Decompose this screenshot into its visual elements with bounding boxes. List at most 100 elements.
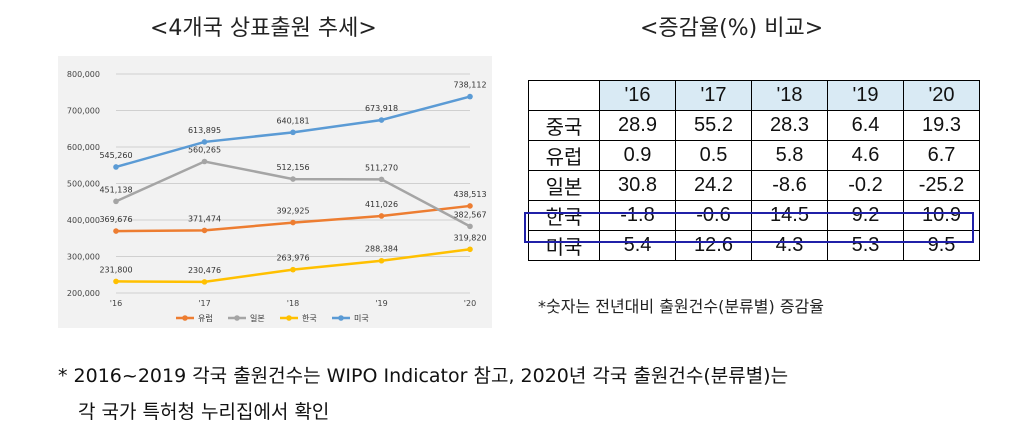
data-point bbox=[113, 228, 119, 234]
data-label: 673,918 bbox=[365, 104, 398, 113]
table-row-korea: 한국 -1.8 -0.6 14.5 9.2 10.9 bbox=[528, 200, 980, 231]
x-tick-label: '20 bbox=[464, 299, 476, 308]
table-note: *숫자는 전년대비 출원건수(분류별) 증감율 bbox=[538, 297, 824, 316]
footnote-line-1: * 2016~2019 각국 출원건수는 WIPO Indicator 참고, … bbox=[58, 365, 789, 387]
table-cell: 14.5 bbox=[751, 200, 828, 231]
table-title: <증감율(%) 비교> bbox=[640, 16, 824, 41]
data-label: 545,260 bbox=[99, 151, 132, 160]
data-point bbox=[113, 278, 119, 285]
x-tick-label: '18 bbox=[287, 299, 299, 308]
legend-marker bbox=[338, 315, 344, 321]
data-label: 231,800 bbox=[99, 265, 132, 274]
row-label-usa: 미국 bbox=[528, 230, 600, 261]
data-point bbox=[378, 117, 385, 123]
data-point bbox=[113, 198, 119, 205]
data-label: 263,976 bbox=[276, 254, 309, 263]
x-tick-label: '16 bbox=[110, 299, 122, 308]
data-label: 382,567 bbox=[453, 210, 486, 219]
y-tick-label: 800,000 bbox=[67, 70, 100, 79]
table-header-year: '17 bbox=[675, 80, 752, 111]
table-cell: 4.6 bbox=[827, 140, 904, 171]
row-label-japan: 일본 bbox=[528, 170, 600, 201]
data-point bbox=[467, 203, 473, 209]
data-point bbox=[290, 176, 296, 182]
table-cell: 9.2 bbox=[827, 200, 904, 231]
data-label: 640,181 bbox=[276, 116, 309, 125]
data-point bbox=[290, 129, 296, 136]
data-point bbox=[201, 139, 208, 145]
table-cell: 28.9 bbox=[599, 110, 676, 141]
legend-label: 한국 bbox=[302, 314, 317, 323]
y-tick-label: 300,000 bbox=[67, 253, 100, 262]
data-label: 438,513 bbox=[453, 190, 486, 199]
table-cell: 0.5 bbox=[675, 140, 752, 171]
data-point bbox=[378, 176, 385, 183]
legend-marker bbox=[182, 315, 188, 321]
row-label-korea: 한국 bbox=[528, 200, 600, 231]
table-header-year: '16 bbox=[599, 80, 676, 111]
legend-label: 미국 bbox=[354, 314, 369, 323]
data-point bbox=[201, 158, 208, 165]
table-cell: 0.9 bbox=[599, 140, 676, 171]
data-label: 451,138 bbox=[99, 185, 132, 194]
y-tick-label: 400,000 bbox=[67, 216, 100, 225]
footnote-line-2: 각 국가 특허청 누리집에서 확인 bbox=[78, 401, 330, 423]
data-label: 319,820 bbox=[453, 233, 486, 242]
data-point bbox=[201, 279, 208, 285]
table-cell: 6.7 bbox=[903, 140, 980, 171]
y-tick-label: 500,000 bbox=[67, 180, 100, 189]
data-label: 371,474 bbox=[188, 214, 221, 223]
table-cell: 55.2 bbox=[675, 110, 752, 141]
data-label: 512,156 bbox=[276, 163, 309, 172]
x-tick-label: '17 bbox=[198, 299, 210, 308]
y-tick-label: 600,000 bbox=[67, 143, 100, 152]
table-cell: 10.9 bbox=[903, 200, 980, 231]
data-label: 613,895 bbox=[188, 126, 221, 135]
table-cell: 30.8 bbox=[599, 170, 676, 201]
table-cell: 5.3 bbox=[827, 230, 904, 261]
table-cell: 9.5 bbox=[903, 230, 980, 261]
x-tick-label: '19 bbox=[375, 299, 387, 308]
table-cell: 6.4 bbox=[827, 110, 904, 141]
table-cell: 5.4 bbox=[599, 230, 676, 261]
table-header-year: '19 bbox=[827, 80, 904, 111]
legend-label: 유럽 bbox=[198, 314, 213, 323]
table-cell: -0.6 bbox=[675, 200, 752, 231]
data-label: 392,925 bbox=[276, 207, 309, 216]
legend-marker bbox=[286, 315, 292, 321]
data-point bbox=[290, 219, 296, 226]
table-cell: -25.2 bbox=[903, 170, 980, 201]
data-label: 560,265 bbox=[188, 146, 221, 155]
table-cell: 12.6 bbox=[675, 230, 752, 261]
table-row-europe: 유럽 0.9 0.5 5.8 4.6 6.7 bbox=[528, 140, 980, 171]
table-row-japan: 일본 30.8 24.2 -8.6 -0.2 -25.2 bbox=[528, 170, 980, 201]
table-cell: -0.2 bbox=[827, 170, 904, 201]
y-tick-label: 700,000 bbox=[67, 107, 100, 116]
line-chart: 200,000 300,000 400,000 500,000 600,000 700,0… bbox=[67, 70, 487, 323]
row-label-europe: 유럽 bbox=[528, 140, 600, 171]
data-point bbox=[378, 257, 385, 264]
data-point bbox=[467, 223, 473, 230]
legend-label: 일본 bbox=[250, 314, 265, 323]
row-label-china: 중국 bbox=[528, 110, 600, 141]
data-point bbox=[378, 213, 385, 219]
chart-title: <4개국 상표출원 추세> bbox=[150, 16, 377, 41]
table-cell: -8.6 bbox=[751, 170, 828, 201]
table-cell: 5.8 bbox=[751, 140, 828, 171]
table-cell: 24.2 bbox=[675, 170, 752, 201]
legend-marker bbox=[234, 315, 240, 321]
data-point bbox=[467, 93, 473, 100]
table-cell: 4.3 bbox=[751, 230, 828, 261]
table-row-usa: 미국 5.4 12.6 4.3 5.3 9.5 bbox=[528, 230, 980, 261]
table-header-year: '18 bbox=[751, 80, 828, 111]
data-label: 411,026 bbox=[365, 200, 398, 209]
table-row-china: 중국 28.9 55.2 28.3 6.4 19.3 bbox=[528, 110, 980, 141]
table-header-year: '20 bbox=[903, 80, 980, 111]
data-label: 230,476 bbox=[188, 266, 221, 275]
data-label: 511,270 bbox=[365, 163, 398, 172]
table-header-row: '16 '17 '18 '19 '20 bbox=[528, 80, 980, 111]
data-label: 369,676 bbox=[99, 215, 132, 224]
table-corner-cell bbox=[528, 80, 600, 111]
data-label: 288,384 bbox=[365, 245, 398, 254]
growth-rate-table: '16 '17 '18 '19 '20 중국 28.9 55.2 28.3 6.… bbox=[528, 80, 980, 261]
